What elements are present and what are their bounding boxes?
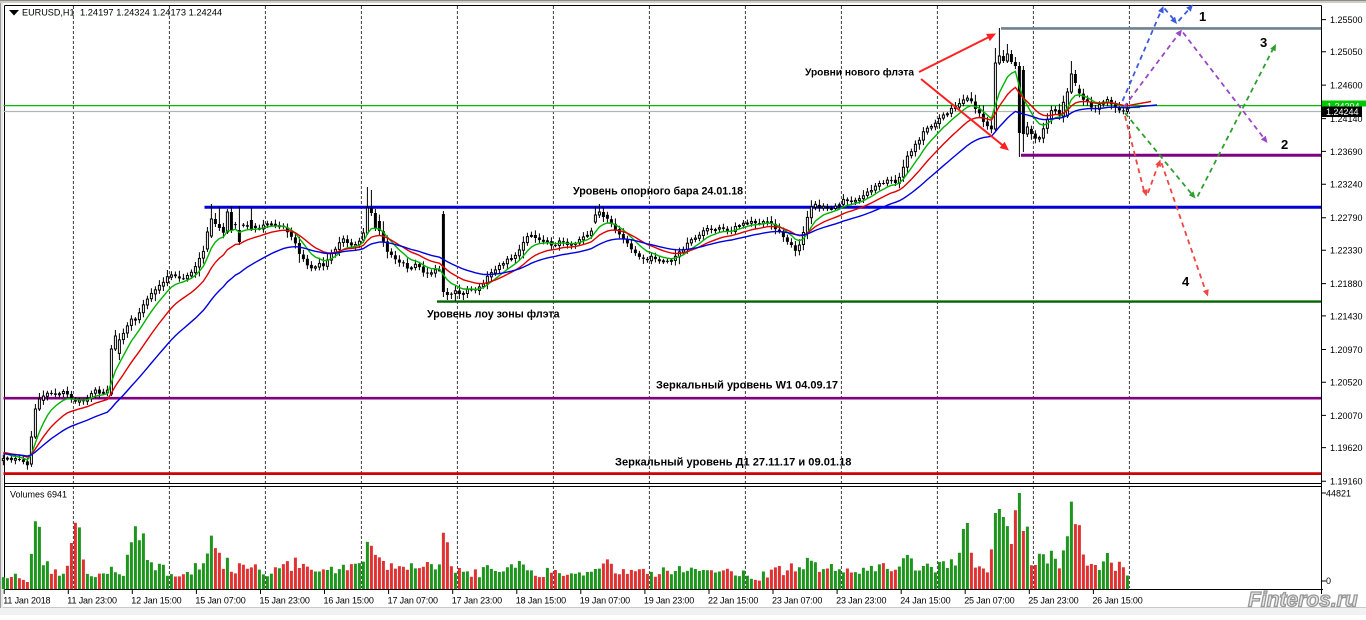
svg-text:1.24294: 1.24294 [1327,102,1360,112]
svg-text:1.19160: 1.19160 [1330,477,1363,487]
svg-text:25 Jan 23:00: 25 Jan 23:00 [1028,596,1078,606]
svg-text:EURUSD,H1: EURUSD,H1 [22,8,75,18]
svg-text:1.22330: 1.22330 [1330,246,1363,256]
svg-text:1.21430: 1.21430 [1330,311,1363,321]
svg-text:Volumes 6941: Volumes 6941 [10,490,67,500]
svg-text:1.24600: 1.24600 [1330,81,1363,91]
svg-text:1.24197 1.24324 1.24173 1.2424: 1.24197 1.24324 1.24173 1.24244 [80,8,222,18]
svg-text:2: 2 [1281,137,1288,152]
svg-text:1: 1 [1199,9,1206,24]
svg-text:18 Jan 15:00: 18 Jan 15:00 [516,596,566,606]
svg-text:0: 0 [1326,576,1331,586]
svg-text:1.20970: 1.20970 [1330,345,1363,355]
svg-text:19 Jan 07:00: 19 Jan 07:00 [580,596,630,606]
svg-text:Зеркальный уровень W1 04.09.17: Зеркальный уровень W1 04.09.17 [656,380,838,392]
svg-text:Finteros.ru: Finteros.ru [1248,589,1358,612]
svg-text:1.22790: 1.22790 [1330,213,1363,223]
svg-text:1.25050: 1.25050 [1330,47,1363,57]
svg-text:44821: 44821 [1326,489,1351,499]
svg-text:Уровни нового флэта: Уровни нового флэта [805,67,914,79]
svg-text:22 Jan 15:00: 22 Jan 15:00 [708,596,758,606]
svg-text:17 Jan 07:00: 17 Jan 07:00 [388,596,438,606]
svg-text:16 Jan 15:00: 16 Jan 15:00 [324,596,374,606]
svg-text:11 Jan 2018: 11 Jan 2018 [3,596,50,606]
svg-text:4: 4 [1182,274,1190,289]
svg-text:25 Jan 07:00: 25 Jan 07:00 [964,596,1014,606]
svg-text:3: 3 [1260,35,1267,50]
svg-text:1.19620: 1.19620 [1330,443,1363,453]
svg-text:19 Jan 23:00: 19 Jan 23:00 [644,596,694,606]
svg-text:1.24244: 1.24244 [1326,107,1359,117]
svg-text:12 Jan 15:00: 12 Jan 15:00 [131,596,181,606]
svg-text:1.23690: 1.23690 [1330,147,1363,157]
svg-text:11 Jan 23:00: 11 Jan 23:00 [67,596,117,606]
svg-text:Зеркальный уровень Д1 27.11.17: Зеркальный уровень Д1 27.11.17 и 09.01.1… [615,457,851,469]
svg-text:1.25500: 1.25500 [1330,15,1363,25]
svg-text:23 Jan 23:00: 23 Jan 23:00 [836,596,886,606]
svg-text:1.21880: 1.21880 [1330,279,1363,289]
svg-text:1.24140: 1.24140 [1330,114,1363,124]
svg-text:1.20070: 1.20070 [1330,411,1363,421]
svg-text:1.23240: 1.23240 [1330,180,1363,190]
svg-text:26 Jan 15:00: 26 Jan 15:00 [1092,596,1142,606]
svg-text:Уровень опорного бара 24.01.18: Уровень опорного бара 24.01.18 [573,186,743,198]
svg-text:17 Jan 23:00: 17 Jan 23:00 [452,596,502,606]
svg-text:Уровень лоу зоны флэта: Уровень лоу зоны флэта [427,309,561,321]
svg-text:1.20520: 1.20520 [1330,378,1363,388]
svg-text:23 Jan 07:00: 23 Jan 07:00 [772,596,822,606]
svg-text:24 Jan 15:00: 24 Jan 15:00 [900,596,950,606]
svg-text:15 Jan 07:00: 15 Jan 07:00 [195,596,245,606]
svg-text:15 Jan 23:00: 15 Jan 23:00 [260,596,310,606]
